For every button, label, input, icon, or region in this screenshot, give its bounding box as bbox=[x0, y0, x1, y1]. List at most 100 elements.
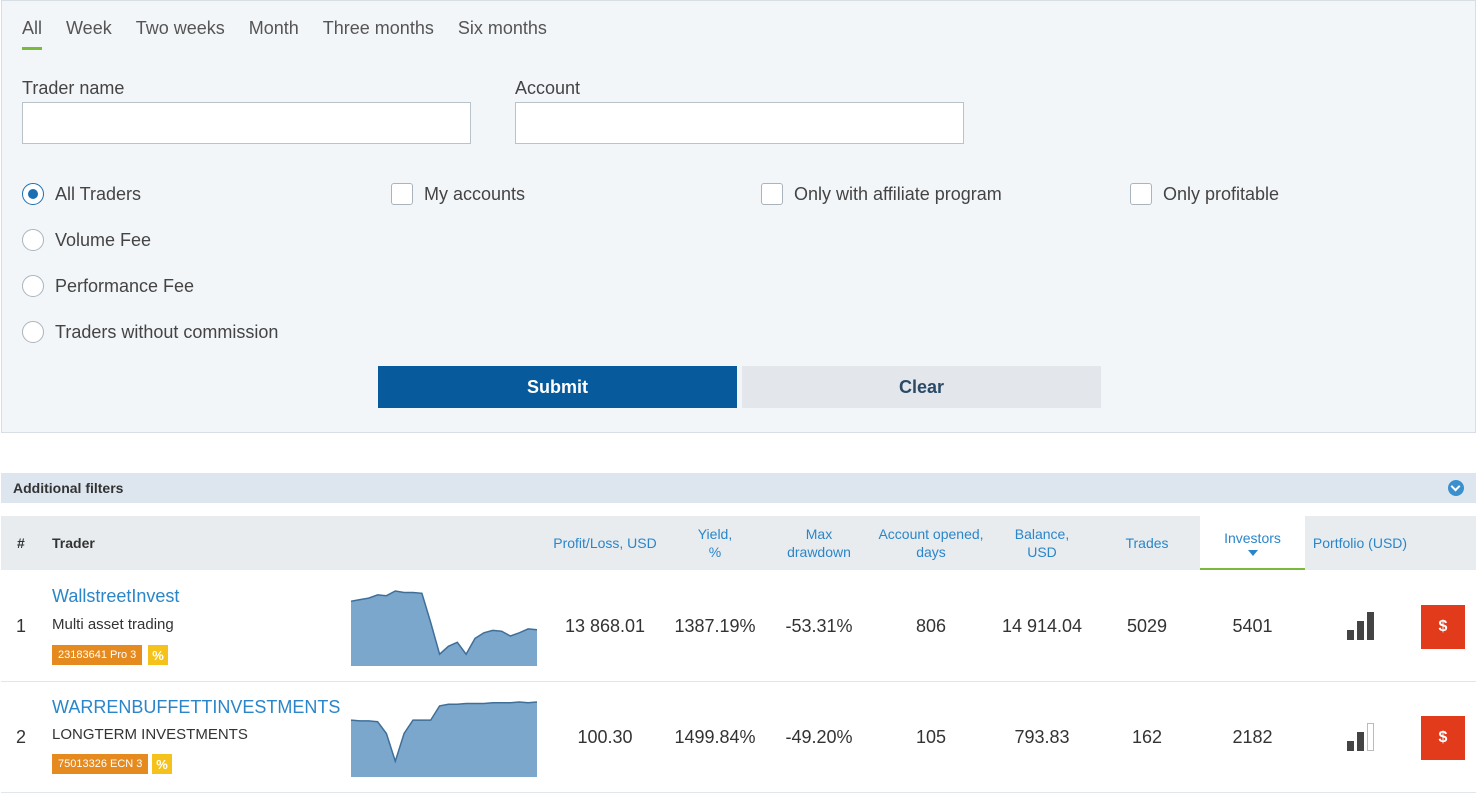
investors-value: 5401 bbox=[1232, 615, 1273, 636]
opened-value: 105 bbox=[915, 726, 947, 747]
tab-three-months[interactable]: Three months bbox=[322, 18, 434, 38]
trader-subtitle: Multi asset trading bbox=[52, 616, 174, 633]
investors-value: 2182 bbox=[1232, 726, 1273, 747]
radio-checked-icon bbox=[22, 183, 44, 205]
sparkline-area bbox=[351, 702, 537, 777]
signal-bars-icon[interactable] bbox=[1346, 612, 1374, 640]
account-input[interactable] bbox=[515, 102, 964, 144]
tab-week[interactable]: Week bbox=[66, 18, 112, 38]
radio-without-commission[interactable]: Traders without commission bbox=[22, 321, 278, 343]
account-label: Account bbox=[515, 78, 581, 98]
tab-two-weeks[interactable]: Two weeks bbox=[135, 18, 225, 38]
chevron-down-icon bbox=[1448, 480, 1464, 496]
trader-name-input[interactable] bbox=[22, 102, 471, 144]
trader-subtitle: LONGTERM INVESTMENTS bbox=[52, 726, 248, 743]
drawdown-value: -49.20% bbox=[785, 726, 853, 747]
yield-value: 1499.84% bbox=[674, 726, 756, 747]
portfolio-bar bbox=[1356, 732, 1364, 751]
trades-value: 5029 bbox=[1126, 615, 1168, 636]
header-balance-line2: USD bbox=[1027, 544, 1057, 560]
additional-filters-toggle[interactable]: Additional filters bbox=[1, 473, 1476, 503]
sort-desc-icon bbox=[1247, 549, 1258, 556]
trader-name-label: Trader name bbox=[22, 78, 125, 98]
radio-label: Performance Fee bbox=[55, 275, 195, 296]
row-rank: 2 bbox=[15, 726, 26, 747]
header-investors-label: Investors bbox=[1224, 529, 1281, 546]
portfolio-bar bbox=[1356, 621, 1364, 640]
profit-value: 13 868.01 bbox=[564, 615, 646, 636]
opened-value: 806 bbox=[915, 615, 947, 636]
checkbox-label: Only profitable bbox=[1163, 183, 1280, 204]
radio-icon bbox=[22, 275, 44, 297]
radio-icon bbox=[22, 229, 44, 251]
profit-value: 100.30 bbox=[577, 726, 633, 747]
tab-six-months[interactable]: Six months bbox=[457, 18, 547, 38]
radio-label: Volume Fee bbox=[55, 229, 152, 250]
balance-value: 793.83 bbox=[1014, 726, 1070, 747]
header-drawdown[interactable]: Max drawdown bbox=[771, 516, 867, 570]
header-portfolio[interactable]: Portfolio (USD) bbox=[1312, 535, 1408, 551]
header-profit[interactable]: Profit/Loss, USD bbox=[553, 535, 657, 551]
header-balance[interactable]: Balance, USD bbox=[996, 516, 1088, 570]
additional-filters-label: Additional filters bbox=[13, 480, 124, 496]
portfolio-bar bbox=[1346, 630, 1354, 640]
submit-button[interactable]: Submit bbox=[378, 366, 737, 408]
invest-button[interactable]: $ bbox=[1421, 605, 1465, 649]
header-account-opened[interactable]: Account opened, days bbox=[871, 516, 991, 570]
row-rank: 1 bbox=[15, 615, 26, 636]
checkbox-icon bbox=[391, 183, 413, 205]
checkbox-label: My accounts bbox=[424, 183, 526, 204]
period-tabs: All Week Two weeks Month Three months Si… bbox=[22, 18, 571, 50]
invest-button[interactable]: $ bbox=[1421, 716, 1465, 760]
sparkline-area bbox=[351, 591, 537, 666]
portfolio-cell bbox=[1307, 571, 1413, 681]
account-badge: 23183641 Pro 3 bbox=[52, 645, 143, 665]
table-row: 2 WARRENBUFFETTINVESTMENTS LONGTERM INVE… bbox=[1, 682, 1476, 793]
checkbox-icon bbox=[761, 183, 783, 205]
clear-button[interactable]: Clear bbox=[742, 366, 1101, 408]
header-trader: Trader bbox=[52, 535, 95, 551]
header-rank: # bbox=[17, 535, 25, 551]
equity-sparkline[interactable] bbox=[351, 587, 537, 666]
portfolio-bar bbox=[1366, 612, 1374, 640]
radio-performance-fee[interactable]: Performance Fee bbox=[22, 275, 194, 297]
radio-volume-fee[interactable]: Volume Fee bbox=[22, 229, 151, 251]
header-yield[interactable]: Yield, % bbox=[667, 516, 763, 570]
radio-icon bbox=[22, 321, 44, 343]
balance-value: 14 914.04 bbox=[1001, 615, 1083, 636]
trader-name-link[interactable]: WallstreetInvest bbox=[52, 586, 180, 606]
trader-name-link[interactable]: WARRENBUFFETTINVESTMENTS bbox=[52, 697, 341, 717]
sparkline-line bbox=[351, 590, 537, 656]
signal-bars-icon[interactable] bbox=[1346, 723, 1374, 751]
header-yield-line1: Yield, bbox=[697, 526, 733, 542]
header-trades[interactable]: Trades bbox=[1125, 535, 1169, 551]
table-row: 1 WallstreetInvest Multi asset trading 2… bbox=[1, 571, 1476, 682]
account-badge: 75013326 ECN 3 bbox=[52, 754, 149, 774]
checkbox-label: Only with affiliate program bbox=[794, 183, 1002, 204]
filter-panel: All Week Two weeks Month Three months Si… bbox=[1, 0, 1476, 433]
checkbox-only-profitable[interactable]: Only profitable bbox=[1130, 183, 1279, 205]
sparkline-line bbox=[351, 701, 537, 764]
checkbox-my-accounts[interactable]: My accounts bbox=[391, 183, 525, 205]
header-yield-line2: % bbox=[708, 544, 722, 560]
radio-all-traders[interactable]: All Traders bbox=[22, 183, 141, 205]
portfolio-bar bbox=[1346, 741, 1354, 751]
header-opened-line2: days bbox=[916, 544, 946, 560]
header-investors[interactable]: Investors bbox=[1200, 516, 1305, 570]
yield-value: 1387.19% bbox=[674, 615, 756, 636]
header-balance-line1: Balance, bbox=[1014, 526, 1070, 542]
checkbox-affiliate-program[interactable]: Only with affiliate program bbox=[761, 183, 1002, 205]
radio-label: All Traders bbox=[55, 183, 142, 204]
header-drawdown-line2: drawdown bbox=[787, 544, 851, 560]
checkbox-icon bbox=[1130, 183, 1152, 205]
equity-sparkline[interactable] bbox=[351, 698, 537, 777]
trades-value: 162 bbox=[1131, 726, 1163, 747]
portfolio-bar bbox=[1366, 723, 1374, 751]
affiliate-percent-badge: % bbox=[148, 645, 168, 665]
tab-month[interactable]: Month bbox=[248, 18, 299, 38]
header-drawdown-line1: Max bbox=[805, 526, 833, 542]
drawdown-value: -53.31% bbox=[785, 615, 853, 636]
tab-all[interactable]: All bbox=[22, 18, 43, 50]
affiliate-percent-badge: % bbox=[152, 754, 172, 774]
header-opened-line1: Account opened, bbox=[878, 526, 984, 542]
